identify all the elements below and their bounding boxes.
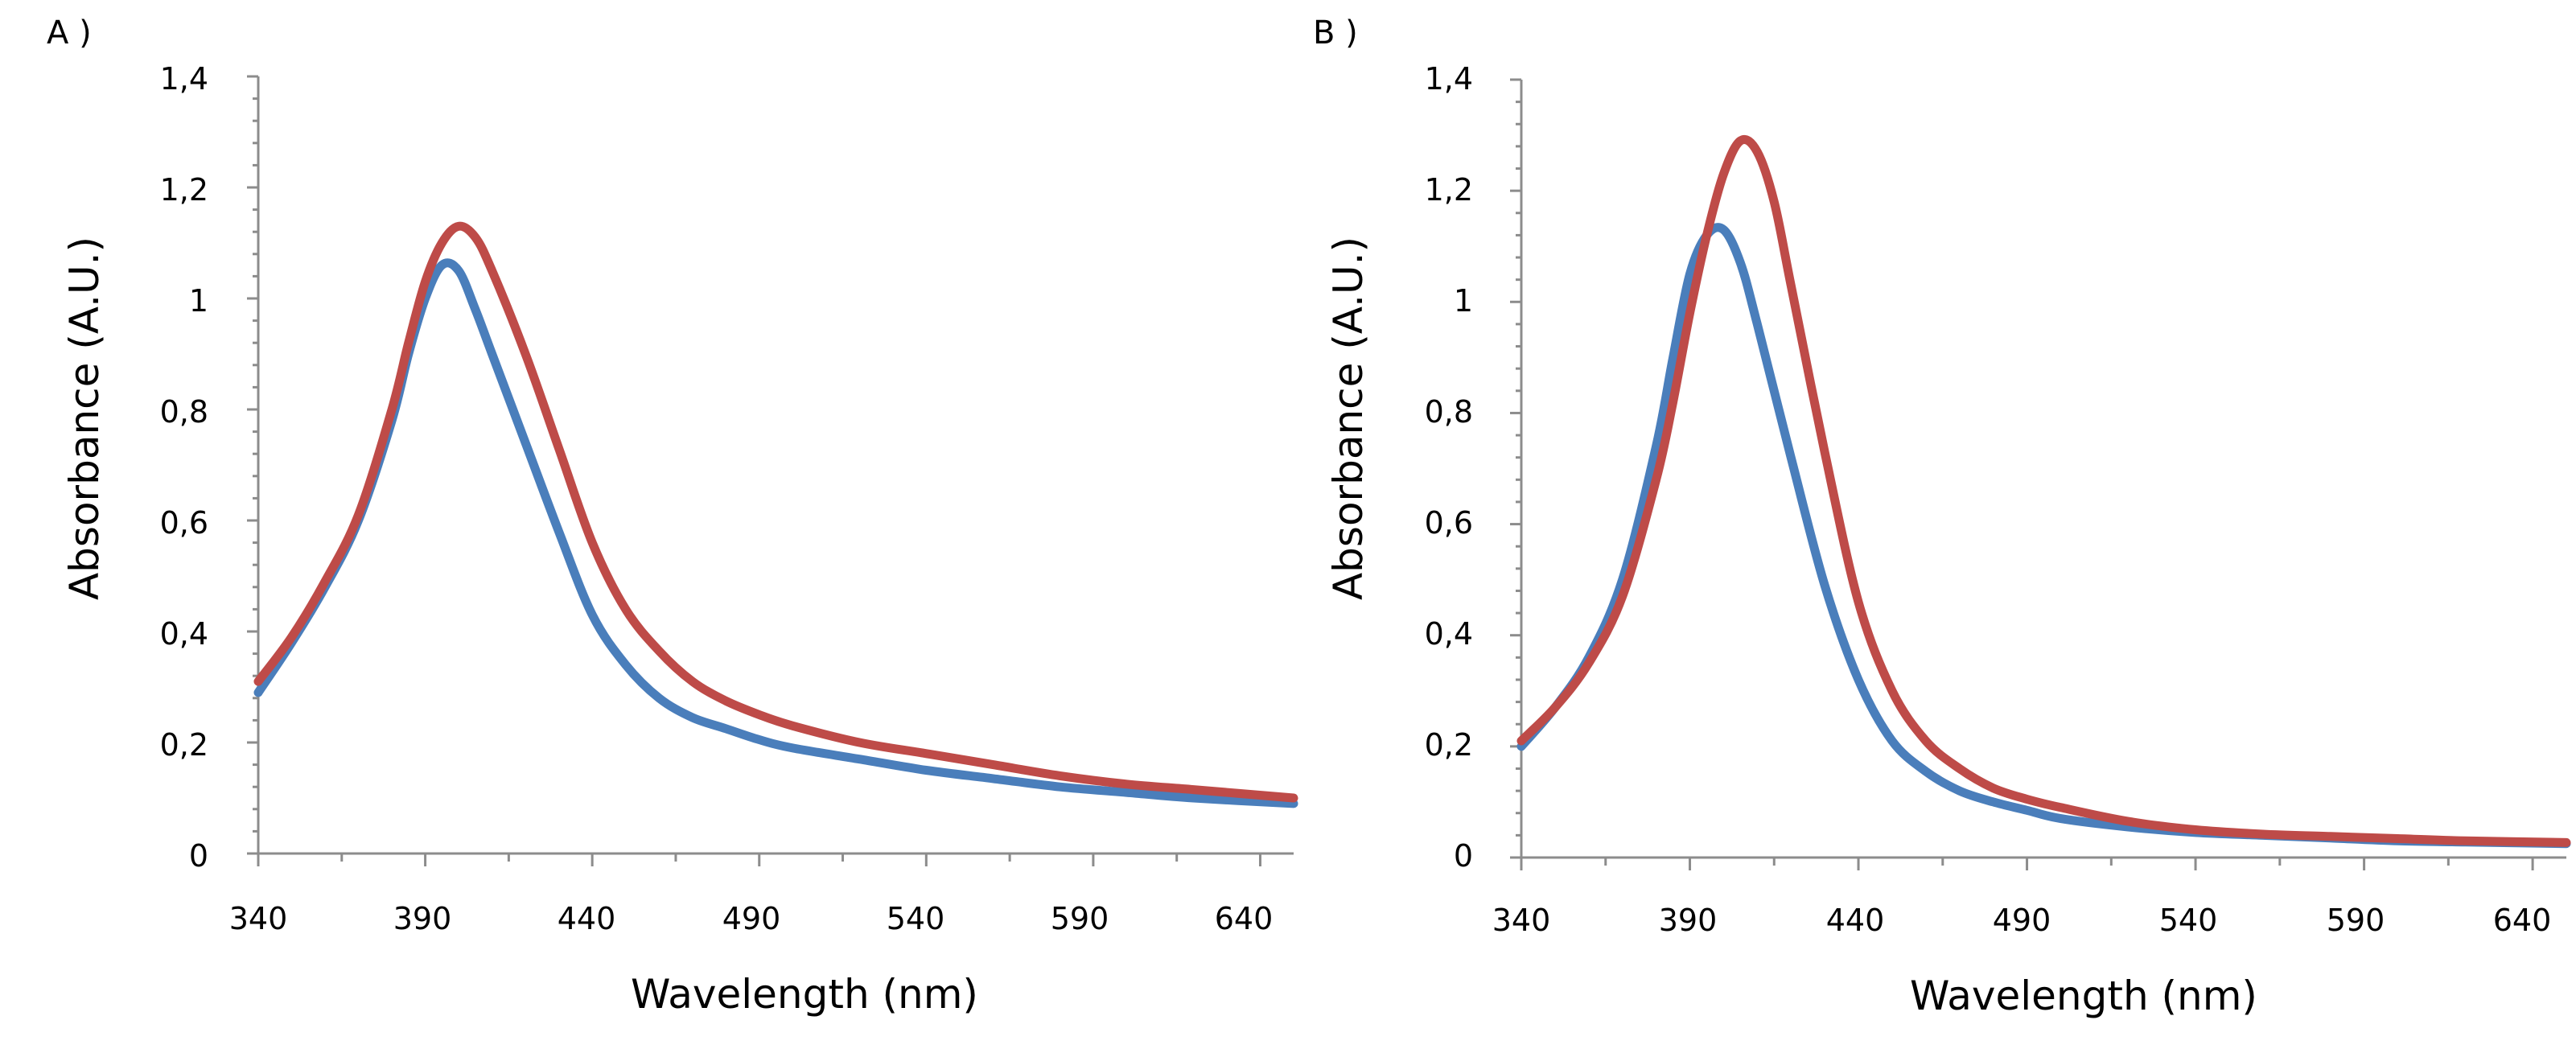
y-tick-label: 1,2 [160,172,208,208]
x-tick-label: 590 [1051,901,1109,936]
y-tick-labels-a: 0 0,2 0,4 0,6 0,8 1 1,2 1,4 [160,61,208,874]
y-axis-title-b: Absorbance (A.U.) [1325,237,1372,600]
tick-marks-b [1510,78,2534,870]
red-series-line [253,221,1298,803]
y-tick-labels-b: 0 0,2 0,4 0,6 0,8 1 1,2 1,4 [1425,61,1473,874]
series-lines-a [253,221,1298,808]
x-tick-label: 640 [1215,901,1274,936]
y-tick-label: 0,4 [1425,616,1473,652]
y-tick-label: 0,8 [160,394,208,430]
chart-panel-a: A ) 0 0,2 0,4 0,6 0,8 1 1,2 1,4 340 390 … [47,14,1298,1018]
y-tick-label: 0,2 [160,727,208,763]
x-tick-labels-a: 340 390 440 490 540 590 640 [229,901,1274,936]
red-series-line [1516,134,2571,847]
x-tick-label: 390 [393,901,452,936]
x-tick-label: 440 [558,901,616,936]
axes-b [1520,80,2566,859]
blue-series-line [1516,223,2571,849]
x-tick-label: 390 [1659,903,1718,938]
x-tick-label: 540 [887,901,945,936]
x-tick-label: 490 [722,901,781,936]
y-tick-label: 0,6 [160,505,208,541]
x-tick-labels-b: 340 390 440 490 540 590 640 [1492,903,2552,938]
y-tick-label: 0,6 [1425,505,1473,541]
x-tick-label: 540 [2159,903,2218,938]
y-tick-label: 0,4 [160,616,208,652]
x-tick-label: 340 [1492,903,1551,938]
x-axis-title-b: Wavelength (nm) [1910,973,2257,1019]
y-tick-label: 1 [189,283,208,319]
y-tick-label: 0 [189,838,208,874]
x-tick-label: 440 [1826,903,1885,938]
x-axis-title-a: Wavelength (nm) [631,971,978,1018]
series-lines-b [1516,134,2571,849]
x-tick-label: 590 [2327,903,2385,938]
panel-label-a: A ) [47,14,92,51]
axes-a [257,76,1294,855]
x-tick-label: 340 [229,901,288,936]
y-tick-label: 1,2 [1425,172,1473,208]
y-tick-label: 1,4 [1425,61,1473,97]
y-tick-label: 0 [1454,838,1473,874]
y-axis-title-a: Absorbance (A.U.) [61,237,108,600]
panel-label-b: B ) [1313,14,1358,51]
y-tick-label: 0,2 [1425,727,1473,763]
y-tick-label: 1 [1454,283,1473,319]
chart-panel-b: B ) 0 0,2 0,4 0,6 0,8 1 1,2 1,4 340 390 … [1313,14,2571,1019]
y-tick-label: 0,8 [1425,394,1473,430]
x-tick-label: 640 [2493,903,2552,938]
x-tick-label: 490 [1993,903,2051,938]
tick-marks-a [247,75,1261,866]
y-tick-label: 1,4 [160,61,208,97]
